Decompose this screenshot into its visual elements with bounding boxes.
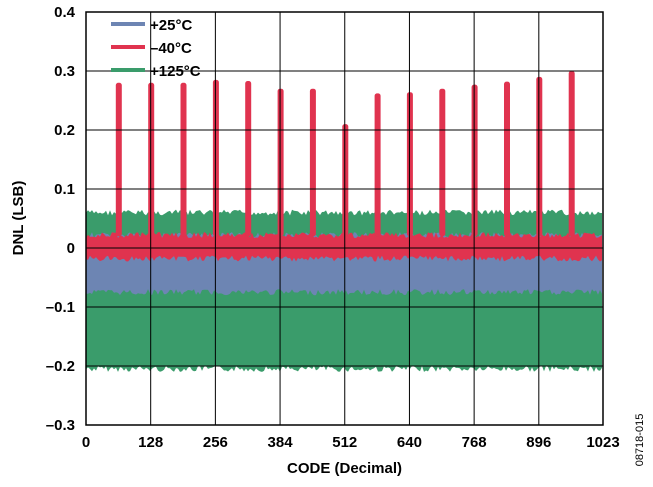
legend-label-25c: +25°C (150, 17, 192, 34)
x-axis-title: CODE (Decimal) (287, 460, 402, 477)
x-tick-label: 1023 (586, 434, 619, 451)
dnl-spike (568, 71, 575, 237)
y-tick-label: –0.3 (46, 417, 75, 434)
y-tick-label: 0.4 (54, 4, 76, 21)
band-2 (86, 232, 602, 262)
x-tick-label: 128 (138, 434, 163, 451)
plot-frame (85, 11, 604, 426)
x-tick-label: 896 (526, 434, 551, 451)
dnl-spike (309, 88, 316, 237)
y-tick-label: –0.2 (46, 358, 75, 375)
dnl-spikes (115, 71, 575, 237)
dnl-spike (148, 82, 155, 237)
x-tick-label: 768 (462, 434, 487, 451)
dnl-spike (180, 82, 187, 237)
dnl-spike (374, 93, 381, 237)
x-tick-label: 640 (397, 434, 422, 451)
figure-id: 08718-015 (634, 414, 646, 467)
legend-label-125c: +125°C (150, 63, 201, 80)
y-tick-label: 0 (67, 240, 75, 257)
x-tick-label: 256 (203, 434, 228, 451)
legend: +25°C –40°C +125°C (111, 17, 201, 80)
x-tick-labels: 0 128 256 384 512 640 768 896 1023 (82, 434, 620, 451)
y-tick-labels: –0.3 –0.2 –0.1 0 0.1 0.2 0.3 0.4 (46, 4, 76, 434)
x-tick-label: 512 (332, 434, 357, 451)
legend-label-minus40c: –40°C (150, 40, 192, 57)
gridlines (86, 12, 603, 425)
dnl-spike (277, 88, 284, 237)
legend-swatch-25c (111, 22, 145, 26)
y-axis-title: DNL (LSB) (10, 181, 27, 256)
y-tick-label: 0.1 (54, 181, 75, 198)
legend-swatch-minus40c (111, 45, 145, 49)
x-tick-label: 384 (268, 434, 294, 451)
dnl-spike (439, 88, 446, 237)
y-tick-label: 0.3 (54, 63, 75, 80)
dnl-spike (245, 81, 252, 237)
dnl-spike (212, 79, 219, 237)
dnl-spike (504, 81, 510, 237)
dnl-spike (342, 124, 349, 237)
x-tick-label: 0 (82, 434, 90, 451)
legend-swatch-125c (111, 68, 145, 72)
dnl-spike (115, 82, 122, 237)
y-tick-label: –0.1 (46, 299, 75, 316)
y-tick-label: 0.2 (54, 122, 75, 139)
